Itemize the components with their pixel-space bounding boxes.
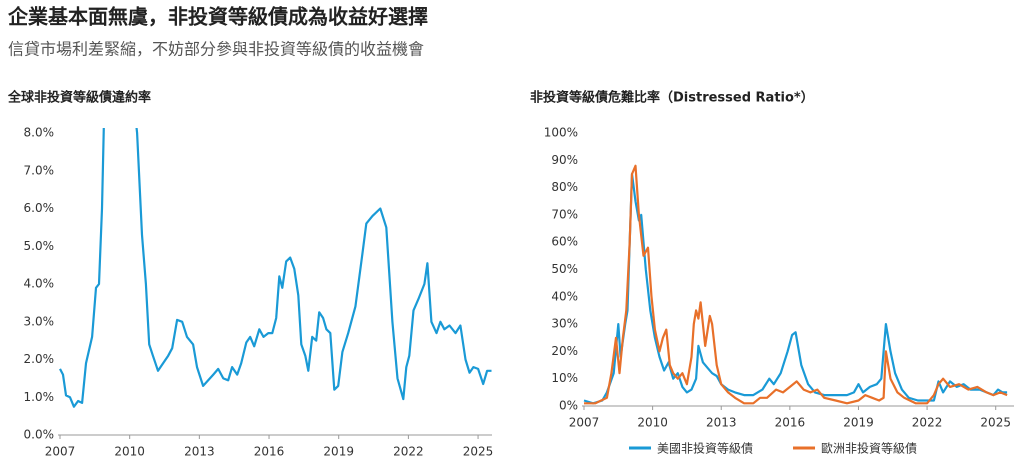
legend-label: 美國非投資等級債 xyxy=(657,441,753,456)
x-tick-label: 2019 xyxy=(323,445,354,459)
y-tick-label: 0.0% xyxy=(24,428,55,442)
y-tick-label: 2.0% xyxy=(24,352,55,366)
x-tick-label: 2007 xyxy=(569,416,600,430)
x-tick-label: 2013 xyxy=(706,416,737,430)
y-tick-label: 10% xyxy=(551,371,578,385)
y-tick-label: 30% xyxy=(551,317,578,331)
y-tick-label: 100% xyxy=(544,126,578,140)
y-tick-label: 90% xyxy=(551,153,578,167)
y-tick-label: 70% xyxy=(551,207,578,221)
chart-title: 非投資等級債危難比率（Distressed Ratio*） xyxy=(530,90,814,106)
x-tick-label: 2013 xyxy=(184,445,215,459)
y-tick-label: 8.0% xyxy=(24,126,55,140)
x-tick-label: 2007 xyxy=(45,445,76,459)
x-tick-label: 2022 xyxy=(393,445,424,459)
y-tick-label: 5.0% xyxy=(24,239,55,253)
page-title: 企業基本面無虞，非投資等級債成為收益好選擇 xyxy=(7,5,428,29)
legend-label: 歐洲非投資等級債 xyxy=(821,441,917,456)
x-tick-label: 2025 xyxy=(463,445,494,459)
y-tick-label: 6.0% xyxy=(24,201,55,215)
x-tick-label: 2025 xyxy=(980,416,1011,430)
y-tick-label: 50% xyxy=(551,262,578,276)
y-tick-label: 40% xyxy=(551,289,578,303)
y-tick-label: 7.0% xyxy=(24,163,55,177)
series-line xyxy=(583,172,1008,405)
y-tick-label: 1.0% xyxy=(24,390,55,404)
chart-title: 全球非投資等級債違約率 xyxy=(7,90,151,106)
x-tick-label: 2022 xyxy=(912,416,943,430)
y-tick-label: 3.0% xyxy=(24,314,55,328)
y-tick-label: 4.0% xyxy=(24,277,55,291)
x-tick-label: 2010 xyxy=(114,445,145,459)
y-tick-label: 20% xyxy=(551,344,578,358)
x-tick-label: 2016 xyxy=(254,445,285,459)
series-line xyxy=(584,164,1008,405)
y-tick-label: 60% xyxy=(551,235,578,249)
y-tick-label: 0% xyxy=(559,399,578,413)
x-tick-label: 2010 xyxy=(637,416,668,430)
series-line xyxy=(59,128,492,408)
x-tick-label: 2019 xyxy=(843,416,874,430)
y-tick-label: 80% xyxy=(551,180,578,194)
page-subtitle: 信貸市場利差緊縮，不妨部分參與非投資等級債的收益機會 xyxy=(8,40,424,59)
x-tick-label: 2016 xyxy=(775,416,806,430)
